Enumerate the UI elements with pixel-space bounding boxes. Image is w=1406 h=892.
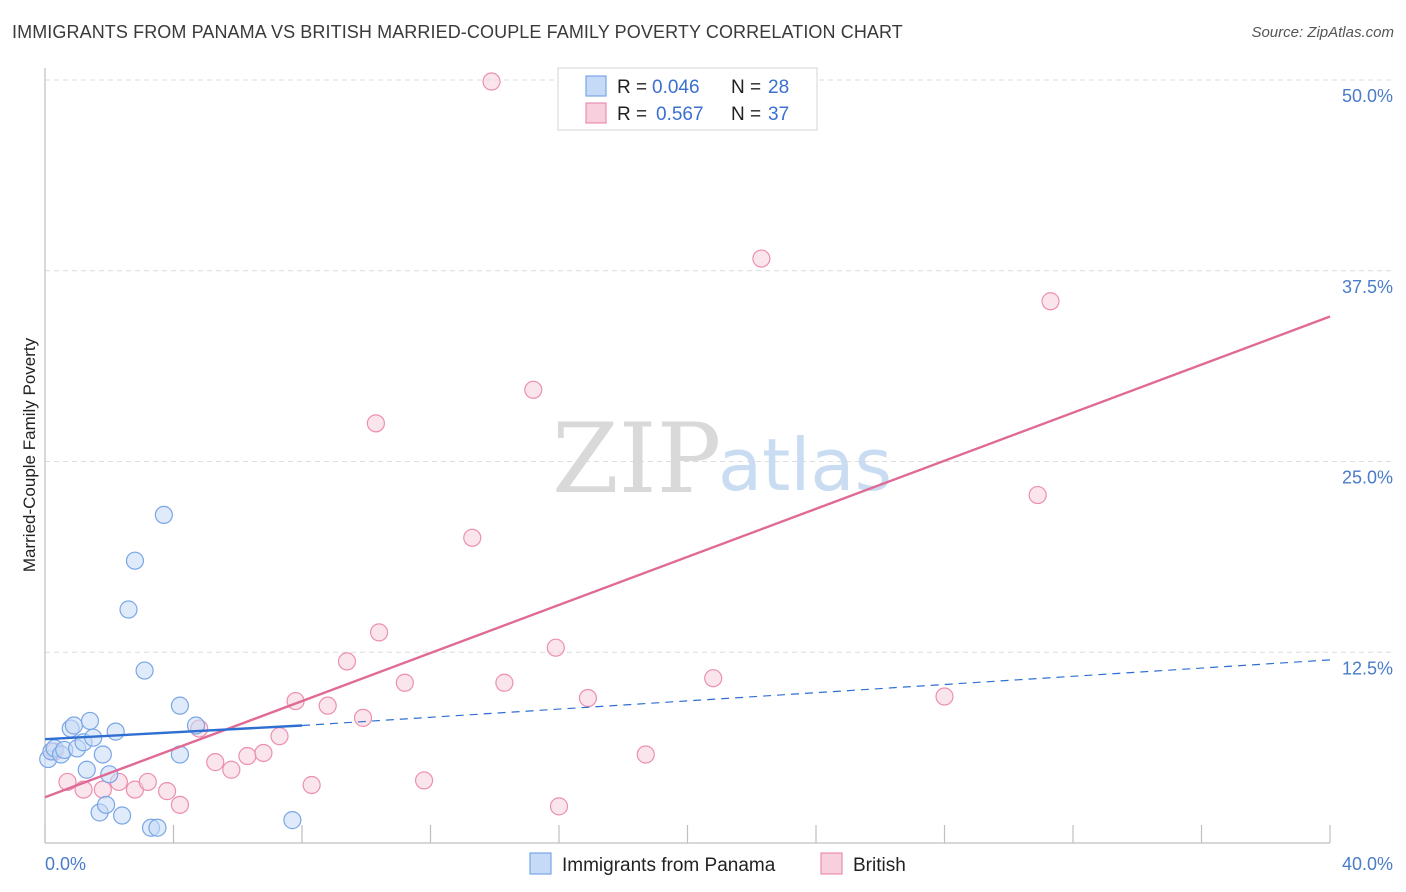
- x-tick-label-max: 40.0%: [1342, 854, 1393, 874]
- british-trendline: [44, 315, 1331, 799]
- panama-point: [283, 811, 302, 830]
- trendlines: [44, 315, 1331, 799]
- y-axis-label: Married-Couple Family Poverty: [20, 337, 39, 572]
- british-point: [370, 623, 389, 642]
- legend-swatch-british: [585, 102, 607, 124]
- british-point: [353, 708, 373, 727]
- british-point: [318, 696, 337, 715]
- british-point: [395, 673, 414, 692]
- british-point: [1041, 292, 1060, 311]
- watermark-zip: ZIP: [552, 403, 721, 515]
- x-tick-marks: [44, 825, 1331, 843]
- legend-n-value-british: 37: [768, 104, 789, 125]
- chart-source: Source: ZipAtlas.com: [1251, 24, 1394, 41]
- bottom-legend-label-panama: Immigrants from Panama: [562, 855, 776, 876]
- panama-point: [80, 711, 100, 731]
- legend-n-label-panama: N =: [731, 77, 761, 98]
- bottom-legend-label-british: British: [853, 855, 906, 876]
- british-point: [366, 414, 385, 433]
- british-point: [704, 669, 723, 688]
- panama-trendline-solid: [44, 724, 303, 741]
- british-point: [170, 795, 190, 814]
- panama-point: [125, 551, 145, 570]
- british-point: [138, 772, 157, 792]
- british-point: [524, 380, 543, 399]
- panama-point: [119, 600, 138, 619]
- british-point: [546, 638, 565, 657]
- british-point: [636, 745, 655, 764]
- bottom-legend-swatch-british: [820, 852, 843, 875]
- british-point: [254, 743, 273, 763]
- british-point: [578, 688, 598, 708]
- y-tick-label: 50.0%: [1342, 86, 1393, 106]
- british-point: [270, 727, 289, 746]
- british-point: [414, 771, 434, 790]
- panama-point: [77, 760, 96, 779]
- british-point: [157, 782, 177, 801]
- british-point: [495, 673, 514, 692]
- british-point: [206, 753, 225, 772]
- x-tick-label-min: 0.0%: [45, 854, 86, 874]
- panama-point: [135, 661, 154, 680]
- british-point: [302, 775, 321, 795]
- watermark: ZIP atlas: [552, 403, 892, 515]
- british-point: [1028, 485, 1047, 505]
- british-point: [935, 687, 954, 706]
- british-point: [238, 746, 257, 766]
- british-point: [463, 528, 482, 547]
- legend-n-label-british: N =: [731, 104, 761, 125]
- y-tick-labels: 12.5% 25.0% 37.5% 50.0%: [1342, 86, 1393, 678]
- legend-r-value-panama: 0.046: [652, 77, 700, 98]
- panama-point: [170, 696, 190, 715]
- series-panama-points: [39, 505, 302, 837]
- british-point: [549, 797, 569, 816]
- panama-point: [93, 745, 112, 764]
- british-point: [337, 652, 357, 671]
- y-tick-label: 12.5%: [1342, 658, 1393, 678]
- panama-point: [148, 818, 167, 837]
- panama-point: [112, 806, 132, 825]
- british-point: [222, 760, 241, 779]
- gridlines: [45, 79, 1393, 653]
- british-point: [93, 780, 112, 799]
- legend-swatch-panama: [585, 75, 607, 97]
- legend-r-value-british: 0.567: [656, 104, 704, 125]
- chart-title: IMMIGRANTS FROM PANAMA VS BRITISH MARRIE…: [12, 22, 903, 42]
- panama-point: [106, 722, 125, 741]
- y-tick-label: 25.0%: [1342, 468, 1393, 488]
- watermark-atlas: atlas: [718, 423, 892, 507]
- panama-point: [96, 795, 116, 814]
- bottom-legend: Immigrants from Panama British: [529, 852, 906, 876]
- legend-box: R = 0.046 N = 28 R = 0.567 N = 37: [557, 67, 818, 131]
- legend-r-label-british: R =: [617, 104, 647, 125]
- panama-point: [154, 505, 173, 525]
- panama-trendline-dashed: [301, 659, 1331, 727]
- y-tick-label: 37.5%: [1342, 277, 1393, 297]
- bottom-legend-swatch-panama: [529, 852, 552, 875]
- legend-r-label-panama: R =: [617, 77, 647, 98]
- panama-point: [64, 716, 84, 735]
- british-point: [752, 249, 771, 268]
- british-point: [482, 72, 501, 91]
- legend-n-value-panama: 28: [768, 77, 789, 98]
